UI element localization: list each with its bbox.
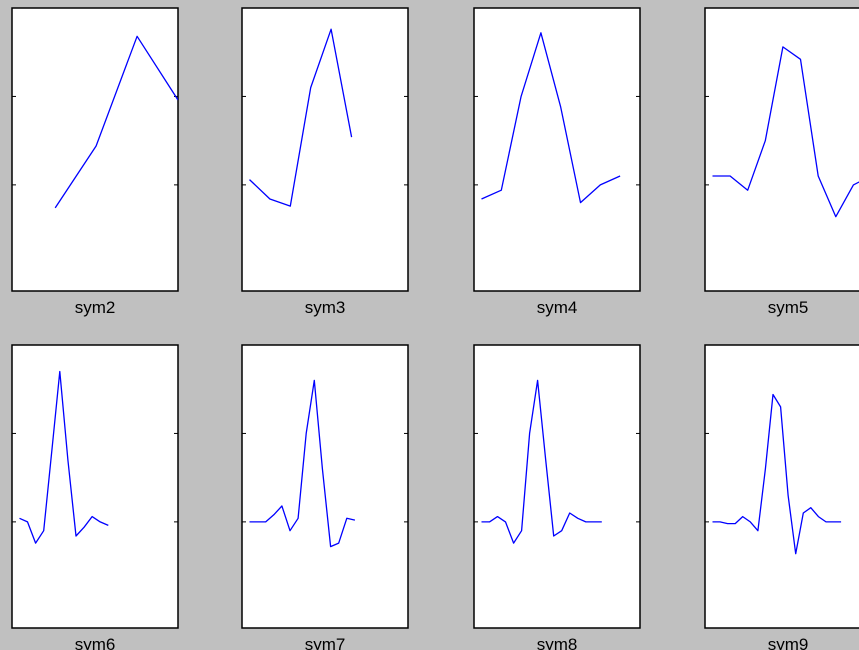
panel-sym2: sym2 [11,7,179,317]
axes-frame [473,7,641,292]
axes-frame [473,344,641,629]
panel-sym7: sym7 [241,344,409,650]
series-line-sym3 [249,28,353,207]
series-line-sym9 [712,393,842,555]
axes-frame [11,344,179,629]
x-axis-label: sym9 [768,635,809,650]
panel-sym8: sym8 [473,344,641,650]
x-axis-label: sym6 [75,635,116,650]
series-line-sym2 [54,35,178,209]
x-axis-label: sym4 [537,298,578,317]
axes-frame [11,7,179,292]
panel-sym3: sym3 [241,7,409,317]
x-axis-label: sym8 [537,635,578,650]
series-line-sym8 [481,379,602,544]
axes-frame [241,344,409,629]
panel-sym6: sym6 [11,344,179,650]
x-axis-label: sym3 [305,298,346,317]
axes-frame [241,7,409,292]
panel-sym5: sym5 [704,7,859,317]
series-line-sym6 [19,370,109,544]
x-axis-label: sym2 [75,298,116,317]
series-line-sym7 [249,379,356,548]
x-axis-label: sym7 [305,635,346,650]
panel-sym9: sym9 [704,344,859,650]
x-axis-label: sym5 [768,298,809,317]
axes-frame [704,344,859,629]
series-line-sym4 [481,32,621,204]
series-line-sym5 [712,46,859,218]
panel-sym4: sym4 [473,7,641,317]
